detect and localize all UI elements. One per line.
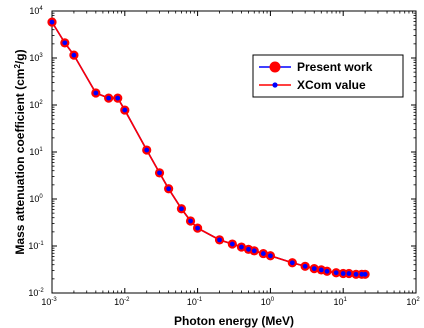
data-point-xcom-value — [62, 40, 68, 46]
x-axis-label: Photon energy (MeV) — [174, 314, 294, 328]
data-point-xcom-value — [353, 271, 359, 277]
data-point-xcom-value — [115, 95, 121, 101]
legend-marker-present-work — [269, 61, 281, 73]
x-tick-labels: 10-3 10-2 10-1 100 101 102 — [41, 297, 420, 307]
data-point-xcom-value — [166, 186, 172, 192]
series-layer — [47, 17, 370, 279]
data-point-xcom-value — [179, 206, 184, 212]
legend: Present work XCom value — [252, 54, 404, 98]
x-tick-label: 10-3 — [41, 297, 57, 307]
plot-frame — [51, 10, 417, 294]
data-point-xcom-value — [324, 268, 330, 274]
y-tick-labels: 10-2 10-1 100 101 102 103 104 — [28, 6, 44, 298]
data-point-xcom-value — [346, 271, 352, 276]
y-tick-label: 102 — [29, 100, 43, 110]
y-tick-label: 103 — [29, 53, 43, 63]
data-point-xcom-value — [229, 241, 235, 247]
y-tick-label: 104 — [29, 6, 43, 16]
data-point-xcom-value — [239, 244, 244, 250]
legend-box — [252, 54, 404, 98]
x-tick-label: 101 — [334, 297, 348, 307]
y-axis-label: Mass attenuation coefficient (cm2/g) — [13, 49, 28, 254]
data-point-xcom-value — [144, 147, 150, 153]
y-tick-label: 101 — [29, 147, 43, 157]
data-point-xcom-value — [217, 237, 222, 243]
data-point-xcom-value — [302, 263, 308, 269]
data-point-xcom-value — [251, 248, 257, 254]
data-point-xcom-value — [359, 271, 365, 277]
x-tick-label: 10-2 — [114, 297, 130, 307]
data-point-xcom-value — [362, 271, 368, 277]
legend-marker-xcom-value — [272, 82, 278, 88]
data-point-xcom-value — [333, 270, 339, 276]
data-point-xcom-value — [289, 260, 295, 266]
data-point-xcom-value — [93, 90, 99, 96]
x-tick-label: 102 — [406, 297, 420, 307]
data-point-xcom-value — [106, 95, 112, 101]
data-point-xcom-value — [71, 52, 77, 58]
y-tick-label: 10-2 — [28, 288, 44, 298]
data-point-xcom-value — [122, 107, 128, 113]
x-tick-label: 100 — [261, 297, 275, 307]
data-point-xcom-value — [157, 170, 162, 176]
data-point-xcom-value — [49, 19, 55, 25]
data-point-xcom-value — [340, 271, 346, 276]
y-tick-label: 10-1 — [28, 241, 44, 251]
data-point-xcom-value — [268, 253, 273, 259]
data-point-xcom-value — [195, 225, 201, 231]
data-point-xcom-value — [188, 218, 193, 224]
data-point-xcom-value — [318, 267, 324, 273]
data-point-xcom-value — [260, 251, 266, 256]
x-tick-label: 10-1 — [187, 297, 203, 307]
y-tick-label: 100 — [29, 194, 43, 204]
legend-label-present-work: Present work — [297, 60, 373, 74]
axis-ticks — [51, 10, 417, 294]
legend-label-xcom-value: XCom value — [297, 78, 366, 92]
data-point-xcom-value — [246, 246, 251, 252]
data-point-xcom-value — [311, 266, 317, 272]
